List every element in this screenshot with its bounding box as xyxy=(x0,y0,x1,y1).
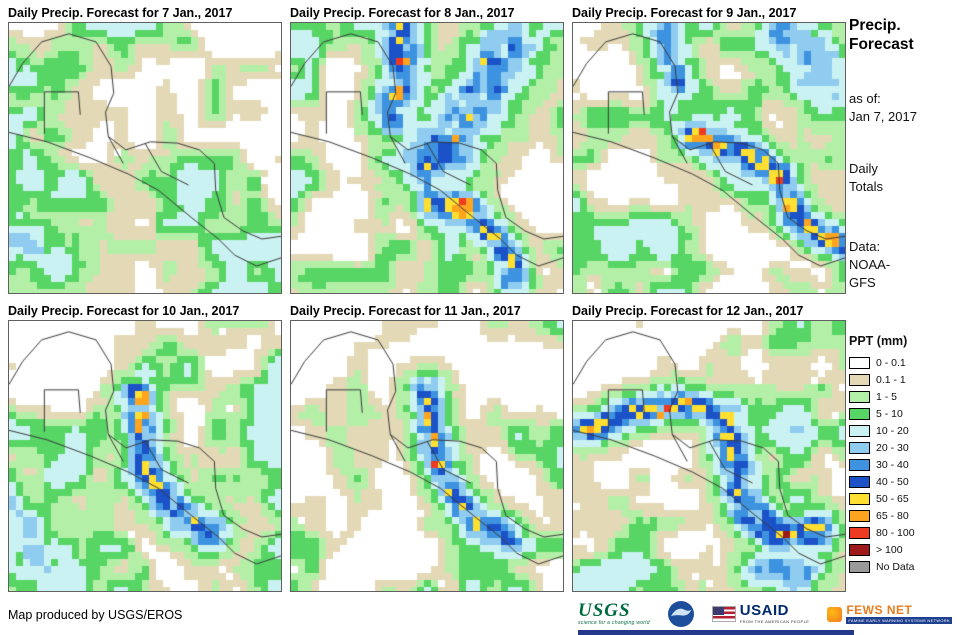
info-sidebar: Precip. Forecast as of: Jan 7, 2017 Dail… xyxy=(849,16,965,575)
legend-label-1: 0.1 - 1 xyxy=(876,373,906,386)
noaa-logo xyxy=(667,601,694,627)
precip-legend: PPT (mm) 0 - 0.1 0.1 - 1 1 - 5 5 - 10 10… xyxy=(849,334,965,575)
usaid-logo: USAID FROM THE AMERICAN PEOPLE xyxy=(711,602,810,624)
legend-swatch-11 xyxy=(849,543,870,556)
us-flag-icon xyxy=(711,606,736,622)
precip-map-jan8 xyxy=(290,22,564,294)
fewsnet-wordmark: FEWS NET xyxy=(846,603,913,617)
legend-label-7: 40 - 50 xyxy=(876,475,909,488)
usaid-wordmark: USAID xyxy=(739,602,789,619)
legend-swatch-10 xyxy=(849,526,870,539)
panel-jan12: Daily Precip. Forecast for 12 Jan., 2017 xyxy=(572,302,846,592)
panel-title-jan11: Daily Precip. Forecast for 11 Jan., 2017 xyxy=(290,304,521,318)
legend-label-9: 65 - 80 xyxy=(876,509,909,522)
legend-label-10: 80 - 100 xyxy=(876,526,915,539)
sidebar-title-line2: Forecast xyxy=(849,36,914,53)
panel-title-jan7: Daily Precip. Forecast for 7 Jan., 2017 xyxy=(8,6,233,20)
panel-jan10: Daily Precip. Forecast for 10 Jan., 2017 xyxy=(8,302,282,592)
legend-swatch-2 xyxy=(849,390,870,403)
data-source-block: Data: NOAA- GFS xyxy=(849,238,965,292)
legend-label-0: 0 - 0.1 xyxy=(876,356,906,369)
legend-swatch-3 xyxy=(849,407,870,420)
legend-entry-2: 1 - 5 xyxy=(849,388,965,405)
legend-entry-10: 80 - 100 xyxy=(849,524,965,541)
precip-map-jan10 xyxy=(8,320,282,592)
fews-globe-icon xyxy=(827,606,843,622)
legend-swatch-12 xyxy=(849,560,870,573)
totals-line2: Totals xyxy=(849,179,883,194)
legend-swatch-1 xyxy=(849,373,870,386)
legend-label-12: No Data xyxy=(876,560,915,573)
legend-entry-3: 5 - 10 xyxy=(849,405,965,422)
panel-title-jan9: Daily Precip. Forecast for 9 Jan., 2017 xyxy=(572,6,797,20)
legend-label-2: 1 - 5 xyxy=(876,390,898,403)
panel-jan8: Daily Precip. Forecast for 8 Jan., 2017 xyxy=(290,4,564,294)
map-credit: Map produced by USGS/EROS xyxy=(8,608,183,622)
map-row-1: Daily Precip. Forecast for 7 Jan., 2017 … xyxy=(8,4,846,294)
as-of-label: as of: xyxy=(849,91,881,106)
legend-swatch-4 xyxy=(849,424,870,437)
map-row-2: Daily Precip. Forecast for 10 Jan., 2017… xyxy=(8,302,846,592)
panel-title-jan10: Daily Precip. Forecast for 10 Jan., 2017 xyxy=(8,304,240,318)
as-of-block: as of: Jan 7, 2017 xyxy=(849,90,965,126)
usgs-tagline: science for a changing world xyxy=(578,620,650,626)
precip-map-jan12 xyxy=(572,320,846,592)
legend-entry-7: 40 - 50 xyxy=(849,473,965,490)
fewsnet-logo-text: FEWS NET FAMINE EARLY WARNING SYSTEMS NE… xyxy=(846,604,952,624)
precip-map-jan7 xyxy=(8,22,282,294)
totals-line1: Daily xyxy=(849,161,878,176)
as-of-value: Jan 7, 2017 xyxy=(849,109,917,124)
panel-title-jan8: Daily Precip. Forecast for 8 Jan., 2017 xyxy=(290,6,515,20)
data-source-value2: GFS xyxy=(849,275,876,290)
legend-label-11: > 100 xyxy=(876,543,903,556)
sidebar-title-line1: Precip. xyxy=(849,17,901,34)
panel-title-jan12: Daily Precip. Forecast for 12 Jan., 2017 xyxy=(572,304,804,318)
legend-swatch-0 xyxy=(849,356,870,369)
panel-jan11: Daily Precip. Forecast for 11 Jan., 2017 xyxy=(290,302,564,592)
usgs-logo: USGS science for a changing world xyxy=(578,600,650,626)
precip-map-jan9 xyxy=(572,22,846,294)
data-source-label: Data: xyxy=(849,239,881,254)
legend-swatch-8 xyxy=(849,492,870,505)
usaid-tagline: FROM THE AMERICAN PEOPLE xyxy=(739,619,810,624)
legend-entry-8: 50 - 65 xyxy=(849,490,965,507)
usgs-logo-text: USGS science for a changing world xyxy=(578,600,650,626)
legend-entry-9: 65 - 80 xyxy=(849,507,965,524)
usaid-logo-text: USAID FROM THE AMERICAN PEOPLE xyxy=(739,602,810,624)
usgs-wordmark: USGS xyxy=(578,600,631,621)
map-grid: Daily Precip. Forecast for 7 Jan., 2017 … xyxy=(8,4,846,600)
panel-jan7: Daily Precip. Forecast for 7 Jan., 2017 xyxy=(8,4,282,294)
legend-entry-5: 20 - 30 xyxy=(849,439,965,456)
legend-swatch-9 xyxy=(849,509,870,522)
legend-swatch-7 xyxy=(849,475,870,488)
legend-label-4: 10 - 20 xyxy=(876,424,909,437)
legend-swatch-5 xyxy=(849,441,870,454)
panel-jan9: Daily Precip. Forecast for 9 Jan., 2017 xyxy=(572,4,846,294)
footer-logos: USGS science for a changing world USAID … xyxy=(578,599,952,629)
legend-entry-0: 0 - 0.1 xyxy=(849,354,965,371)
fewsnet-tagline: FAMINE EARLY WARNING SYSTEMS NETWORK xyxy=(846,617,952,624)
precip-map-jan11 xyxy=(290,320,564,592)
legend-entry-1: 0.1 - 1 xyxy=(849,371,965,388)
legend-label-6: 30 - 40 xyxy=(876,458,909,471)
legend-label-5: 20 - 30 xyxy=(876,441,909,454)
legend-entry-4: 10 - 20 xyxy=(849,422,965,439)
data-source-value1: NOAA- xyxy=(849,257,891,272)
legend-label-8: 50 - 65 xyxy=(876,492,909,505)
fewsnet-logo: FEWS NET FAMINE EARLY WARNING SYSTEMS NE… xyxy=(827,604,952,624)
legend-entry-6: 30 - 40 xyxy=(849,456,965,473)
legend-swatch-6 xyxy=(849,458,870,471)
legend-entry-12: No Data xyxy=(849,558,965,575)
totals-block: Daily Totals xyxy=(849,160,965,196)
legend-title: PPT (mm) xyxy=(849,334,908,348)
footer-blue-bar xyxy=(578,630,854,635)
sidebar-title: Precip. Forecast xyxy=(849,16,965,54)
legend-label-3: 5 - 10 xyxy=(876,407,903,420)
legend-entry-11: > 100 xyxy=(849,541,965,558)
